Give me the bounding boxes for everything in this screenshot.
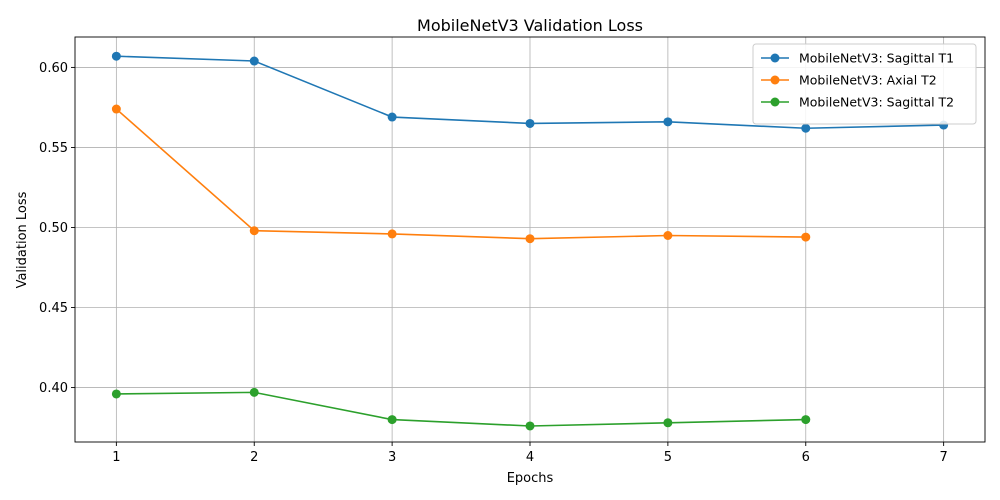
data-point <box>249 56 259 66</box>
data-point <box>387 415 397 425</box>
x-tick-label: 4 <box>526 450 534 465</box>
legend-label: MobileNetV3: Sagittal T1 <box>799 51 954 66</box>
data-point <box>111 51 121 61</box>
series-1 <box>111 51 949 133</box>
data-point <box>525 234 535 244</box>
data-point <box>801 123 811 133</box>
data-point <box>525 118 535 128</box>
data-point <box>801 415 811 425</box>
y-tick-label: 0.45 <box>39 301 68 316</box>
legend-label: MobileNetV3: Sagittal T2 <box>799 95 954 110</box>
x-tick-label: 6 <box>802 450 810 465</box>
series-2 <box>111 104 811 244</box>
data-point <box>111 389 121 399</box>
legend-marker <box>770 53 780 63</box>
x-tick-label: 2 <box>250 450 258 465</box>
y-tick-label: 0.55 <box>39 141 68 156</box>
series-line <box>116 391 806 427</box>
legend-marker <box>770 97 780 107</box>
legend-item: MobileNetV3: Sagittal T1 <box>761 51 954 66</box>
y-axis: 0.40 0.45 0.50 0.55 0.60 <box>39 61 75 396</box>
legend-item: MobileNetV3: Sagittal T2 <box>761 95 954 110</box>
data-point <box>525 421 535 431</box>
data-point <box>663 230 673 240</box>
y-axis-label: Validation Loss <box>15 191 30 288</box>
chart-title: MobileNetV3 Validation Loss <box>417 16 643 35</box>
series-3 <box>111 387 811 431</box>
legend-item: MobileNetV3: Axial T2 <box>761 73 937 88</box>
legend-box <box>752 43 977 125</box>
data-point <box>249 226 259 236</box>
data-point <box>387 112 397 122</box>
x-tick-label: 3 <box>388 450 396 465</box>
y-tick-label: 0.50 <box>39 221 68 236</box>
data-point <box>663 117 673 127</box>
series-layer <box>111 51 949 431</box>
legend-marker <box>770 75 780 85</box>
y-tick-label: 0.60 <box>39 61 68 76</box>
x-tick-label: 7 <box>939 450 947 465</box>
legend: MobileNetV3: Sagittal T1 MobileNetV3: Axi… <box>752 43 977 125</box>
data-point <box>111 104 121 114</box>
data-point <box>387 229 397 239</box>
x-tick-label: 5 <box>664 450 672 465</box>
y-tick-label: 0.40 <box>39 381 68 396</box>
data-point <box>801 232 811 242</box>
x-axis-label: Epochs <box>507 471 554 486</box>
data-point <box>663 418 673 428</box>
legend-label: MobileNetV3: Axial T2 <box>799 73 937 88</box>
x-axis: 1 2 3 4 5 6 7 <box>112 442 948 465</box>
series-line <box>115 108 806 240</box>
data-point <box>249 387 259 397</box>
x-tick-label: 1 <box>112 450 120 465</box>
